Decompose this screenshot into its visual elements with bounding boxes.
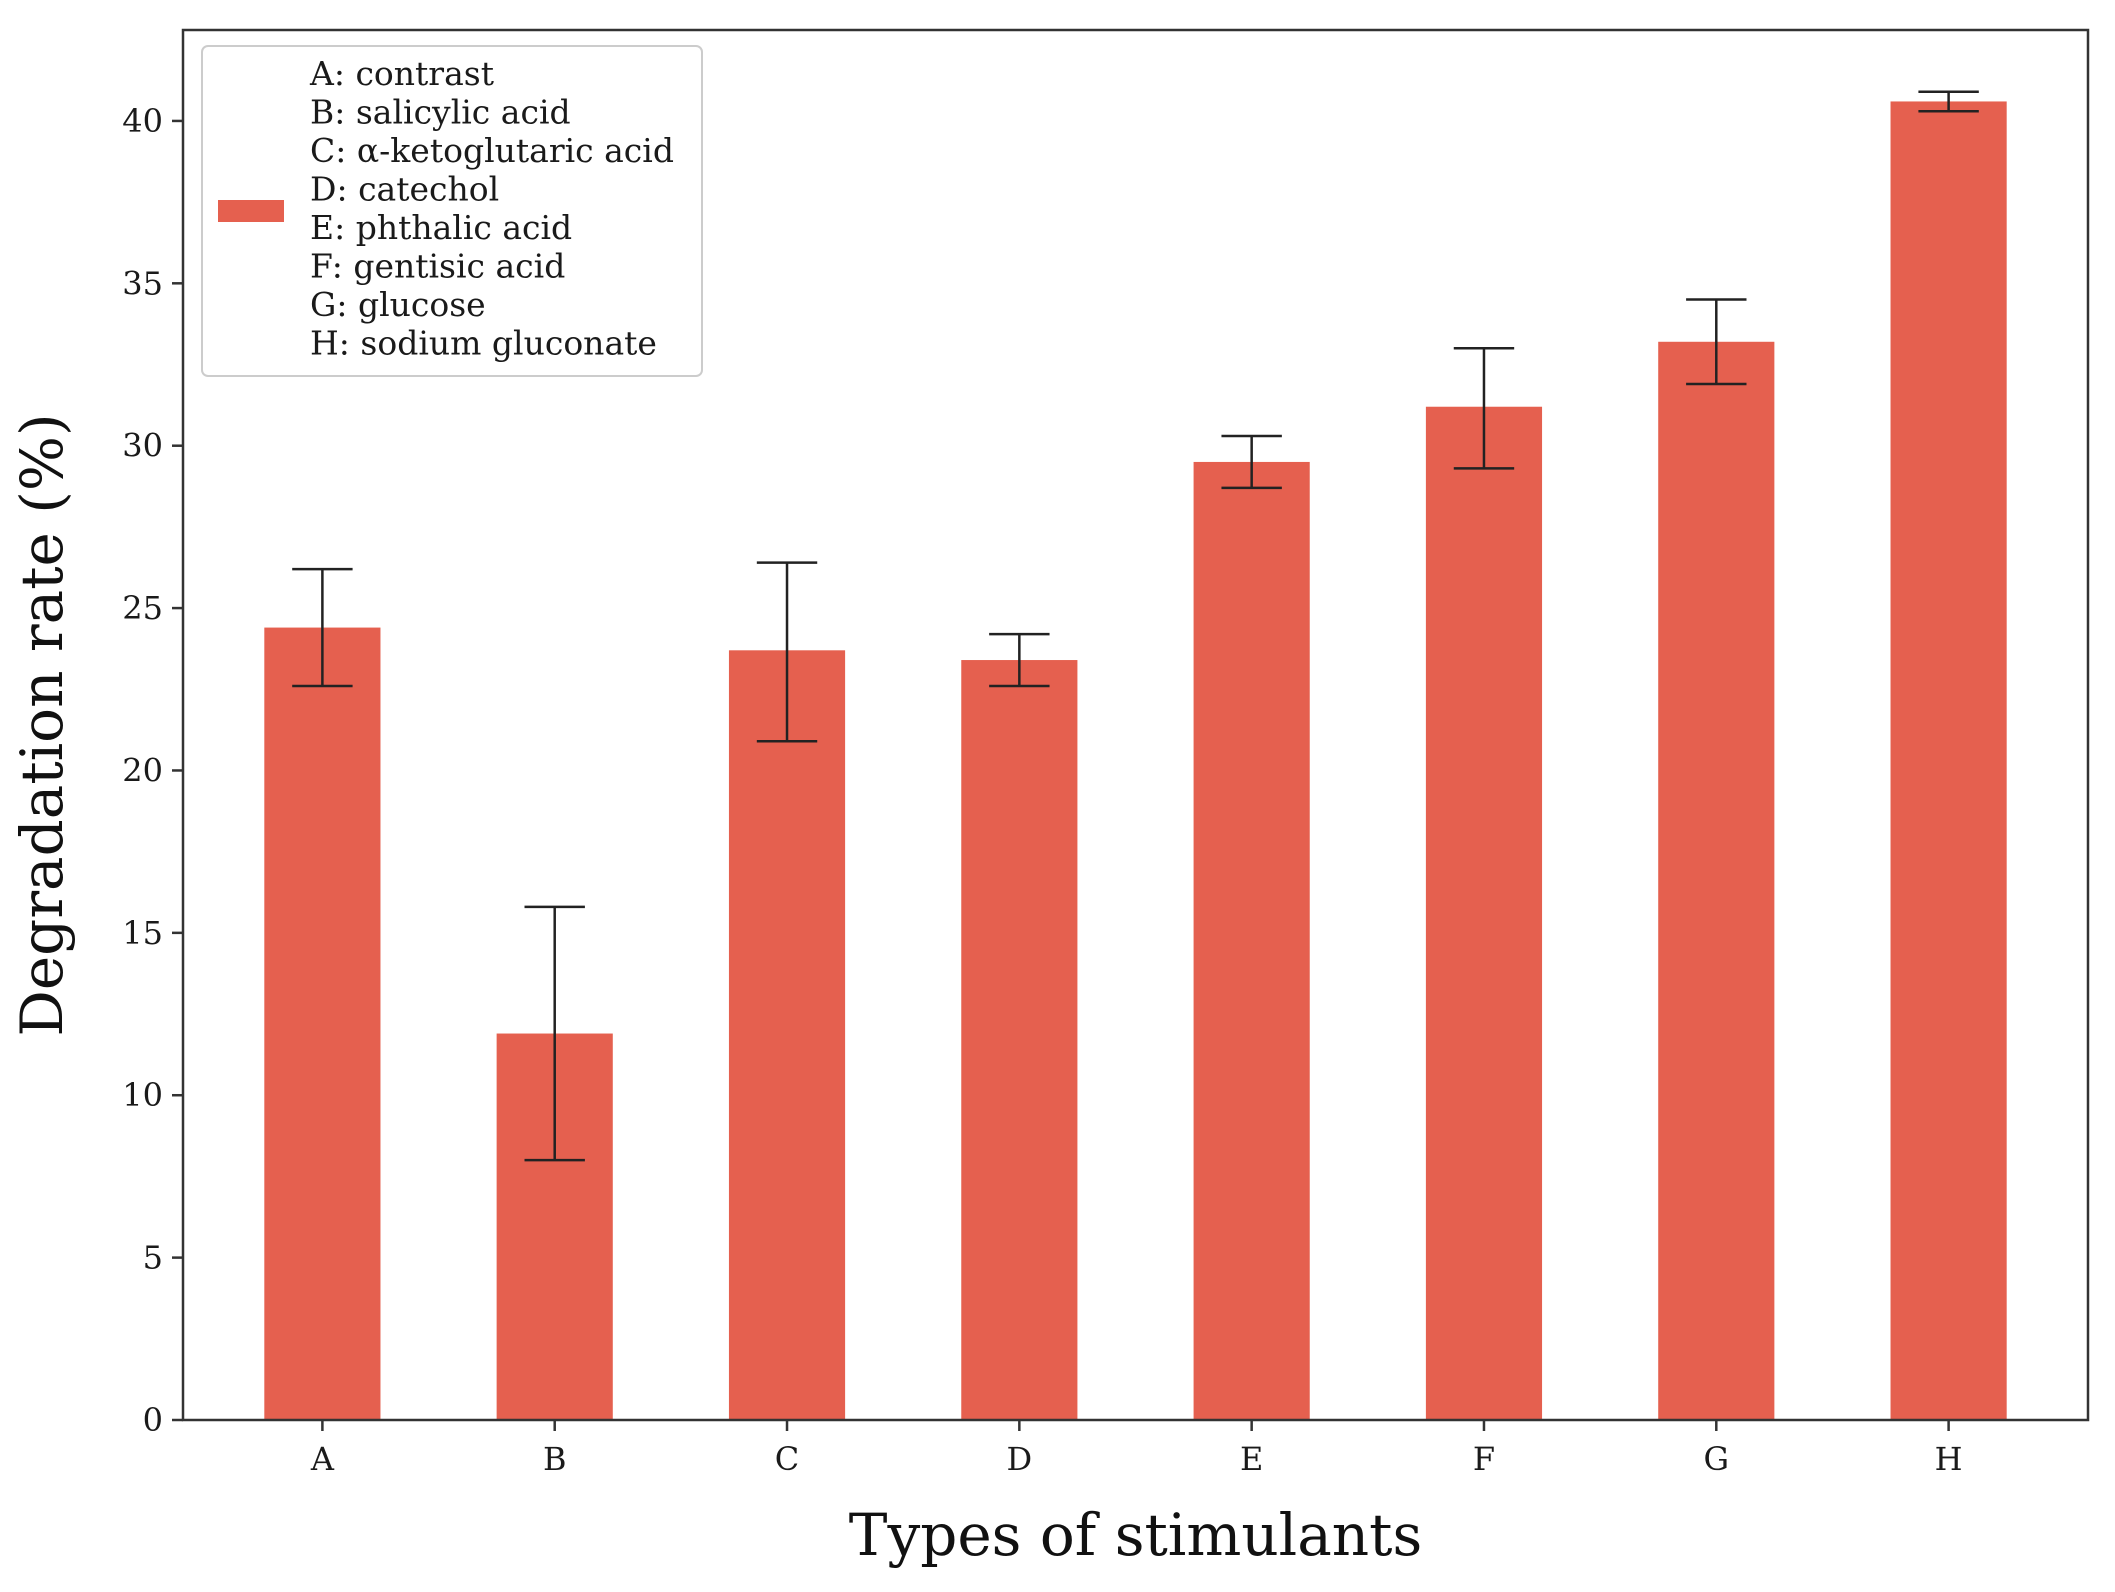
legend-swatch (218, 200, 284, 222)
legend-entry: G: glucose (310, 285, 486, 324)
x-tick-label: E (1240, 1440, 1263, 1478)
x-tick-label: G (1704, 1440, 1730, 1478)
x-tick-label: F (1473, 1440, 1495, 1478)
y-tick-label: 40 (122, 102, 163, 140)
legend-entry: E: phthalic acid (310, 208, 572, 247)
y-tick-label: 10 (122, 1076, 163, 1114)
y-tick-label: 20 (122, 751, 163, 789)
bar-C (728, 650, 846, 1420)
x-tick-label: C (775, 1440, 799, 1478)
bar-E (1193, 461, 1310, 1421)
x-tick-label: A (310, 1440, 335, 1478)
errorbar-F (1453, 347, 1515, 470)
y-axis-title: Degradation rate (%) (8, 413, 76, 1036)
legend-entry: B: salicylic acid (310, 93, 571, 132)
errorbar-G (1686, 298, 1747, 386)
y-tick-label: 15 (122, 914, 163, 952)
legend-entry: A: contrast (309, 54, 494, 93)
x-tick-label: B (543, 1440, 567, 1478)
bar-F (1425, 406, 1543, 1420)
legend-entry: F: gentisic acid (310, 247, 565, 286)
y-tick-label: 5 (143, 1239, 163, 1277)
bar-D (961, 660, 1078, 1420)
x-tick-label: H (1935, 1440, 1963, 1478)
errorbar-H (1918, 90, 1979, 113)
errorbar-E (1221, 434, 1282, 490)
y-axis-ticks: 0 5 10 15 20 25 30 35 40 (122, 102, 183, 1439)
bar-A (264, 627, 381, 1420)
legend-entry: C: α-ketoglutaric acid (310, 131, 674, 170)
x-axis-title: Types of stimulants (849, 1501, 1422, 1569)
bars-layer (264, 101, 2007, 1421)
legend-entry: D: catechol (310, 170, 499, 209)
errorbars-layer (292, 90, 1979, 1162)
x-tick-label: D (1007, 1440, 1033, 1478)
errorbar-B (524, 905, 585, 1162)
y-tick-label: 0 (143, 1401, 163, 1439)
errorbar-D (989, 632, 1050, 688)
y-tick-label: 25 (122, 589, 163, 627)
y-tick-label: 30 (122, 427, 163, 465)
errorbar-C (756, 561, 818, 743)
bar-G (1658, 341, 1775, 1421)
errorbar-A (292, 567, 353, 688)
x-axis-ticks: A B C D E F G H (310, 1420, 1963, 1478)
plot-frame (181, 28, 2090, 1422)
legend-entry: H: sodium gluconate (310, 324, 657, 363)
bar-H (1890, 101, 2007, 1420)
y-tick-label: 35 (122, 264, 163, 302)
legend-box (201, 45, 703, 377)
